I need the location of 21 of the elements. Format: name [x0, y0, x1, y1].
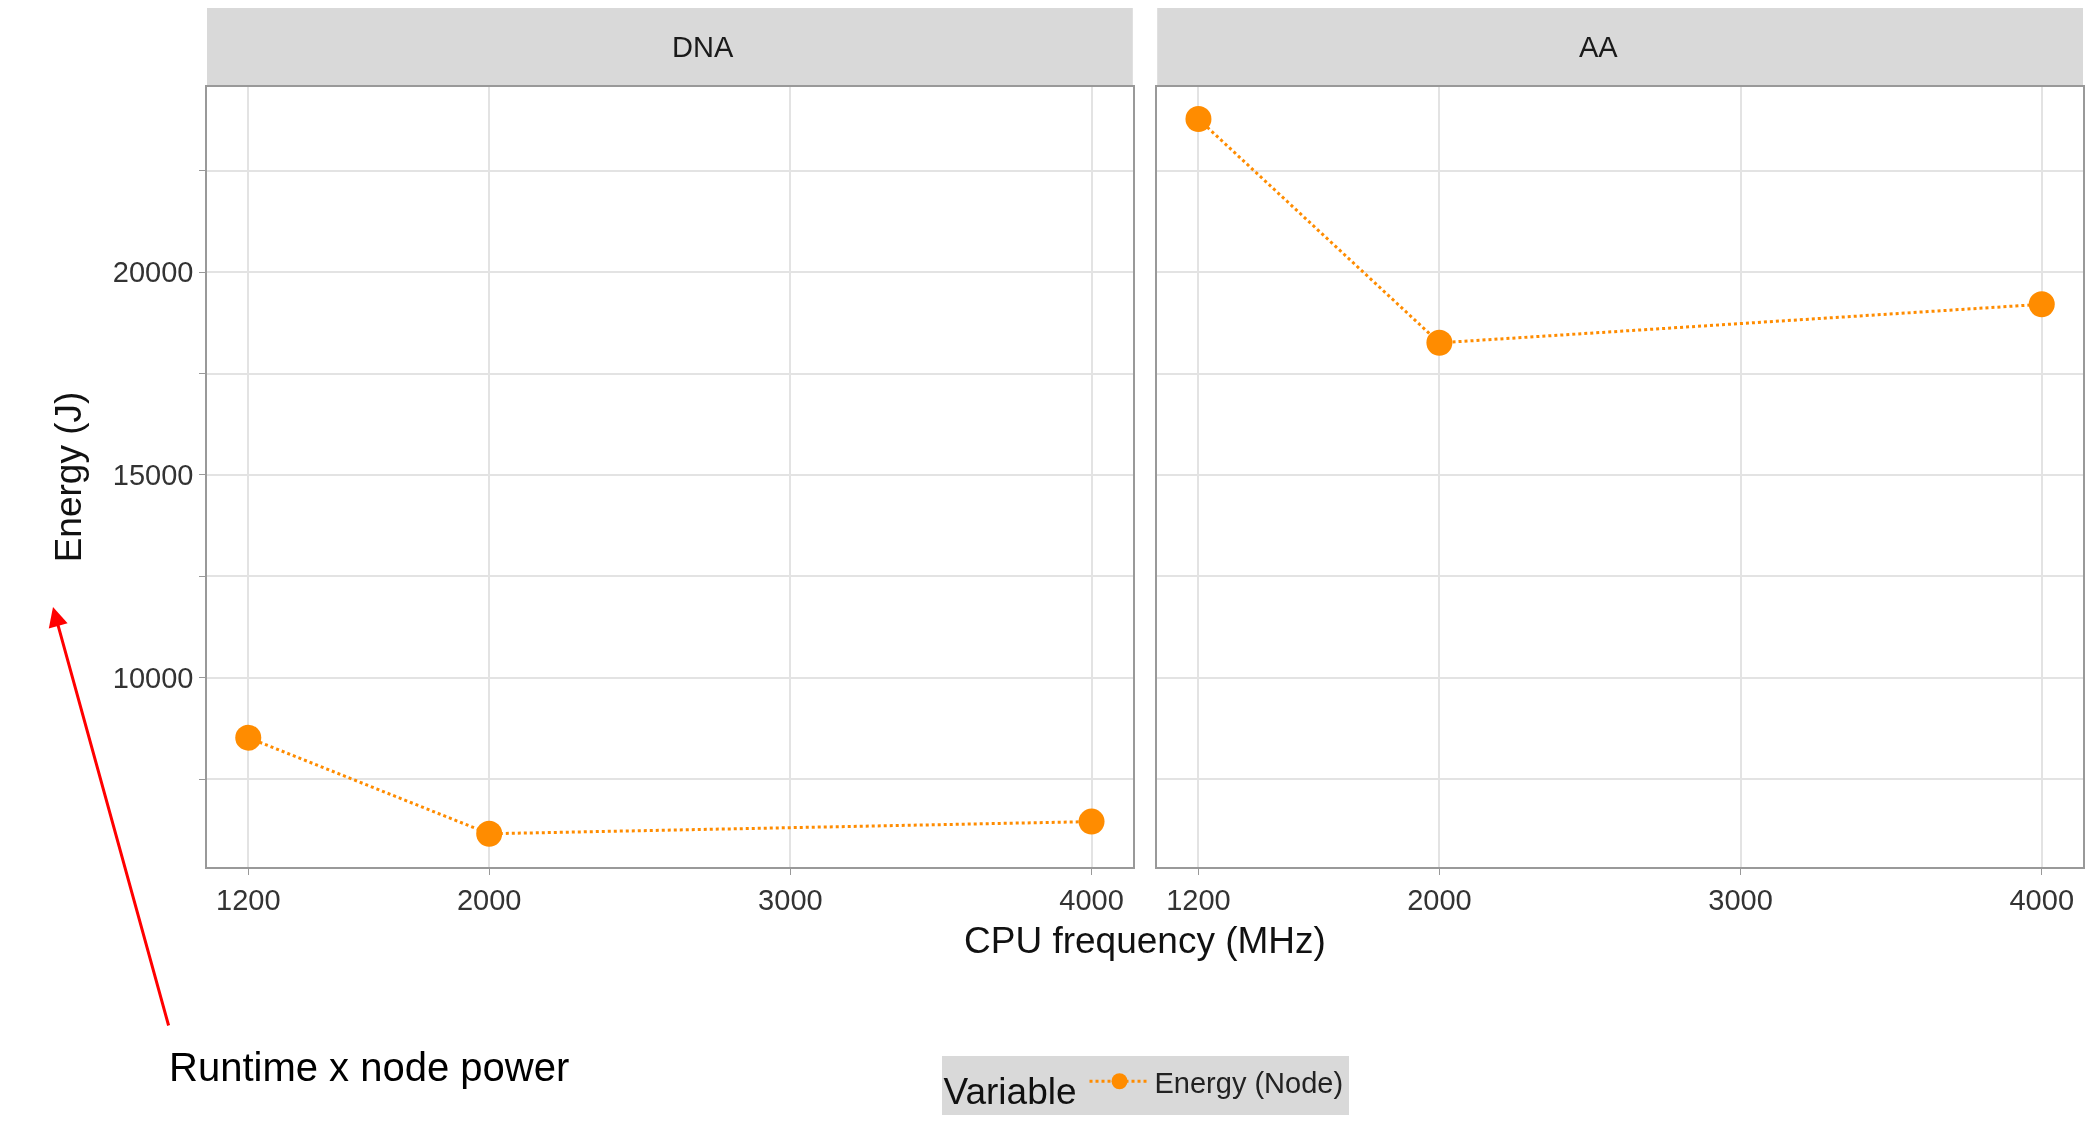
point: [476, 820, 503, 847]
x-tick-label: 1200: [216, 883, 281, 916]
x-tick-label: 2000: [456, 883, 522, 916]
point: [1078, 808, 1105, 835]
point: [235, 724, 262, 751]
chart-title: AA: [1579, 31, 1619, 63]
text: Runtime x node power: [169, 1045, 570, 1089]
x-tick-label: 4000: [2009, 883, 2074, 916]
x-tick-label: 3000: [1708, 883, 1773, 916]
x-axis-title: CPU frequency (MHz): [964, 920, 1326, 961]
y-tick-label: 20000: [112, 256, 194, 289]
x-tick-label: 3000: [758, 883, 823, 916]
legend-title: Variable: [943, 1071, 1077, 1112]
y-axis-title: Energy (J): [47, 391, 89, 563]
y-tick-label: 15000: [112, 459, 194, 492]
x-tick-label: 4000: [1059, 883, 1124, 916]
x-tick-label: 2000: [1407, 883, 1472, 916]
y-tick-label: 10000: [112, 661, 194, 694]
legend-label: Energy (Node): [1154, 1066, 1344, 1099]
x-tick-label: 1200: [1166, 883, 1231, 916]
chart-title: DNA: [672, 31, 734, 63]
